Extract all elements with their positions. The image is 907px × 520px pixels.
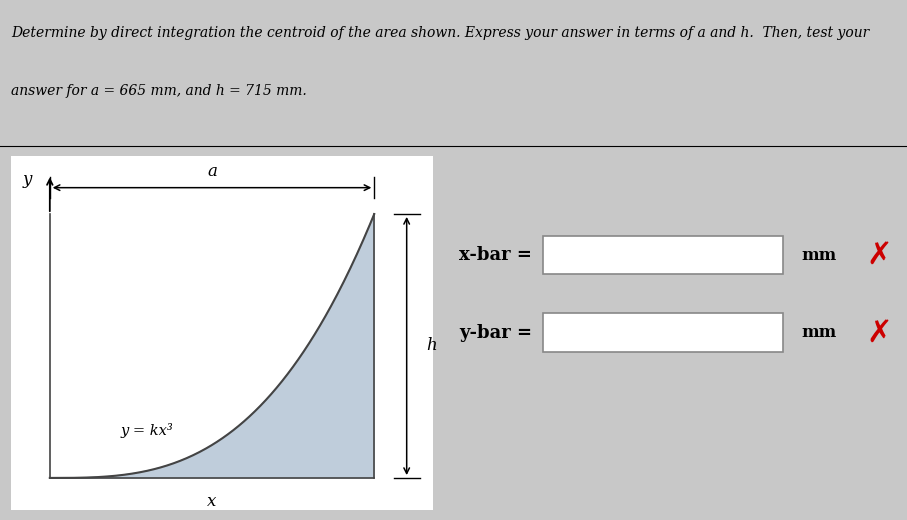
- Polygon shape: [50, 214, 375, 478]
- Text: h: h: [426, 337, 437, 355]
- Text: x-bar =: x-bar =: [460, 246, 539, 264]
- Text: ✗: ✗: [867, 241, 892, 269]
- FancyBboxPatch shape: [543, 314, 783, 352]
- Text: Determine by direct integration the centroid of the area shown. Express your ans: Determine by direct integration the cent…: [11, 26, 869, 40]
- Text: answer for a = 665 mm, and h = 715 mm.: answer for a = 665 mm, and h = 715 mm.: [11, 84, 307, 98]
- Text: mm: mm: [801, 324, 836, 341]
- Text: mm: mm: [801, 246, 836, 264]
- Text: y = kx³: y = kx³: [121, 423, 173, 438]
- Text: y: y: [23, 171, 32, 188]
- FancyBboxPatch shape: [543, 236, 783, 275]
- Text: y-bar =: y-bar =: [459, 324, 539, 342]
- Text: x: x: [208, 493, 217, 510]
- Text: a: a: [207, 163, 217, 180]
- Text: ✗: ✗: [867, 318, 892, 347]
